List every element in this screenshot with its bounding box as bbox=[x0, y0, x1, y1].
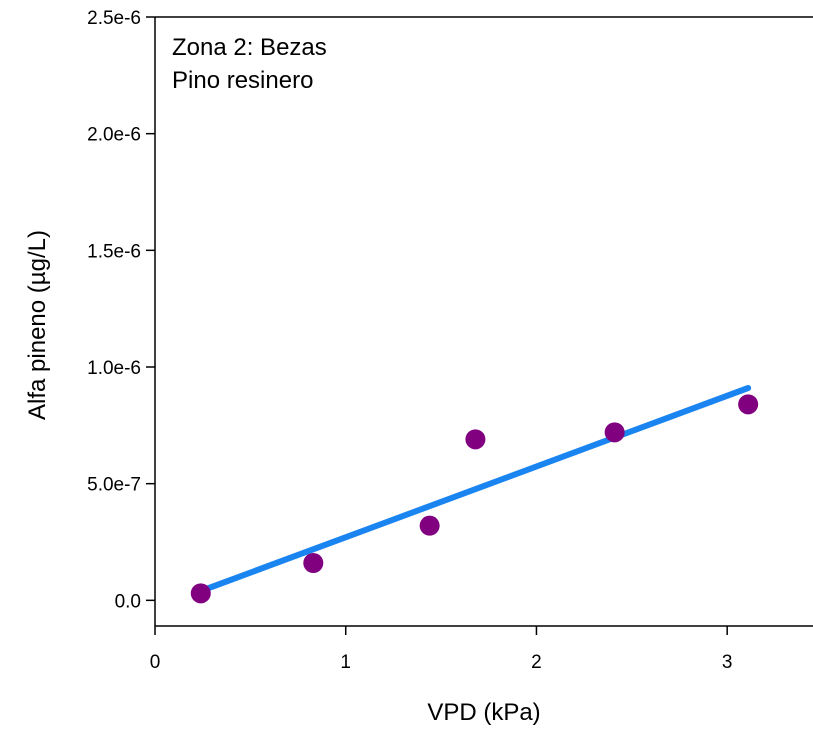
y-tick-label: 5.0e-7 bbox=[87, 475, 141, 496]
x-tick-label: 2 bbox=[531, 652, 542, 673]
x-tick-label: 3 bbox=[722, 652, 733, 673]
annotation-layer: Zona 2: Bezas Pino resinero bbox=[172, 34, 327, 94]
fit-line-layer bbox=[197, 385, 752, 594]
data-point bbox=[303, 553, 324, 573]
annotation-line-1: Zona 2: Bezas bbox=[172, 34, 327, 61]
y-axis-title: Alfa pineno (µg/L) bbox=[24, 230, 51, 420]
regression-line bbox=[197, 385, 752, 594]
axes: 0.0 5.0e-7 1.0e-6 1.5e-6 2.0e-6 2.5e-6 0 1 2 3 bbox=[87, 8, 813, 673]
data-point bbox=[419, 515, 440, 536]
x-axis-title: VPD (kPa) bbox=[427, 699, 540, 726]
data-point bbox=[190, 583, 211, 604]
annotation-line-2: Pino resinero bbox=[172, 67, 313, 94]
x-tick-label: 1 bbox=[340, 652, 351, 673]
data-point bbox=[465, 429, 486, 450]
y-tick-label: 0.0 bbox=[115, 591, 141, 612]
points-layer bbox=[190, 394, 759, 604]
y-tick-label: 1.0e-6 bbox=[87, 358, 141, 379]
data-point bbox=[604, 422, 625, 443]
y-tick-label: 1.5e-6 bbox=[87, 241, 141, 262]
y-tick-label: 2.5e-6 bbox=[87, 8, 141, 29]
y-tick-label: 2.0e-6 bbox=[87, 125, 141, 146]
x-tick-label: 0 bbox=[150, 652, 161, 673]
data-point bbox=[738, 394, 759, 415]
